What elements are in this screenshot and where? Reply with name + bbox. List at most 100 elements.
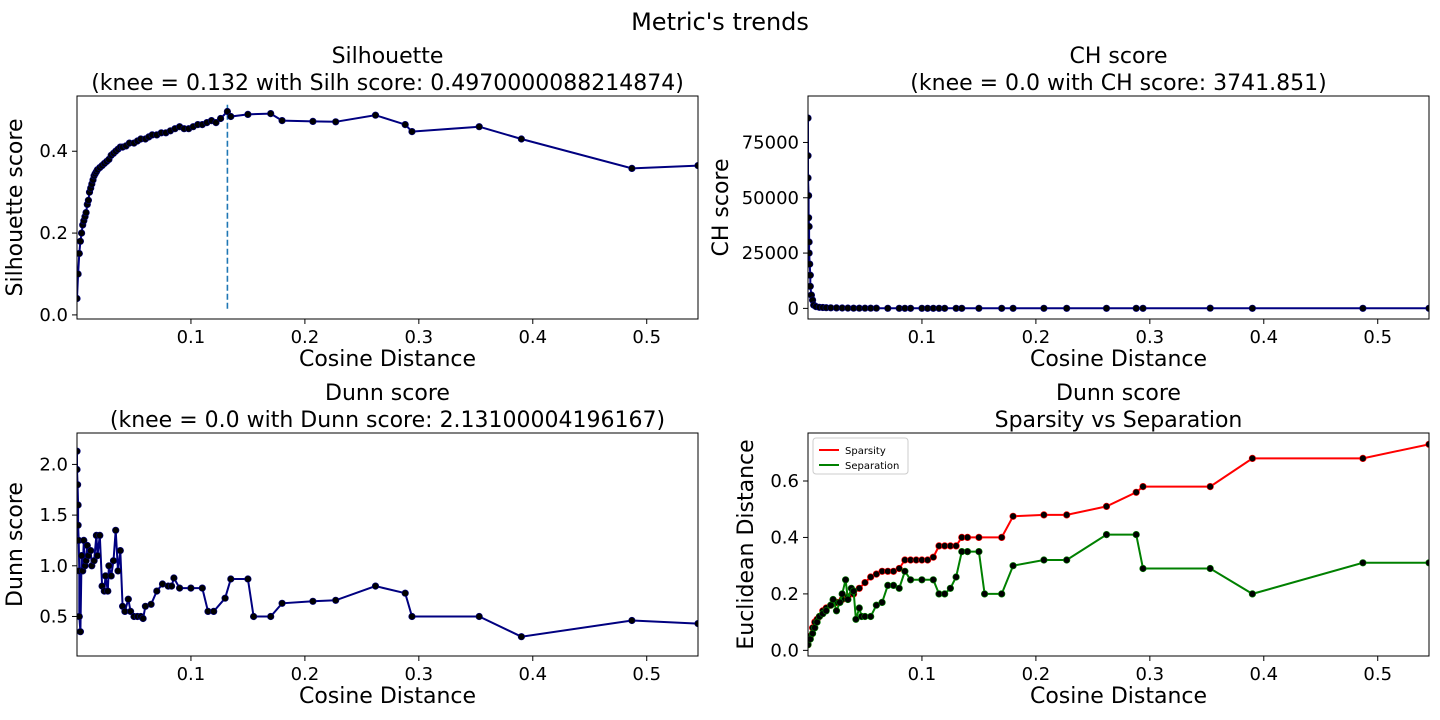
- y-tick-label: 0.5: [39, 606, 68, 627]
- data-point: [1040, 304, 1048, 312]
- data-point: [895, 584, 903, 592]
- data-point: [112, 526, 120, 534]
- data-point: [1139, 483, 1147, 491]
- data-point: [408, 128, 416, 136]
- data-point: [77, 628, 84, 636]
- x-tick-label: 0.3: [1136, 664, 1165, 685]
- data-point: [90, 557, 98, 565]
- data-point: [923, 556, 932, 564]
- x-tick-label: 0.5: [1363, 327, 1392, 348]
- data-point: [918, 576, 926, 584]
- legend: Sparsity Separation: [812, 437, 909, 475]
- x-tick-label: 0.2: [1022, 664, 1051, 685]
- data-point: [1359, 454, 1367, 463]
- x-tick-label: 0.4: [1249, 327, 1278, 348]
- axes-frame: [76, 95, 699, 320]
- data-point: [872, 601, 881, 609]
- x-tick-label: 0.1: [908, 327, 937, 348]
- subplot-title-line: Dunn score: [325, 381, 450, 406]
- subplot-ch: CH score (knee = 0.0 with CH score: 3741.…: [709, 44, 1430, 372]
- subplot-title-line: (knee = 0.132 with Silh score: 0.4970000…: [91, 71, 684, 96]
- y-axis-label: Euclidean Distance: [734, 439, 759, 649]
- y-tick-label: 2.0: [39, 454, 68, 475]
- axes-frame: [807, 95, 1430, 320]
- data-point: [852, 615, 860, 623]
- data-point: [332, 118, 340, 126]
- data-point: [371, 582, 380, 590]
- y-tick-label: 0.4: [39, 141, 68, 162]
- data-point: [244, 575, 252, 583]
- data-point: [77, 447, 81, 455]
- data-point: [401, 589, 409, 597]
- x-tick-label: 0.1: [177, 327, 206, 348]
- x-tick-label: 0.4: [1249, 664, 1278, 685]
- data-point: [872, 304, 881, 312]
- data-point: [998, 304, 1006, 312]
- y-tick-label: 0: [788, 298, 799, 319]
- x-tick-label: 0.1: [177, 664, 206, 685]
- data-point: [808, 282, 814, 290]
- data-point: [929, 553, 937, 561]
- series-line: [77, 451, 698, 638]
- data-point: [838, 590, 846, 598]
- x-tick-label: 0.2: [1022, 327, 1051, 348]
- y-tick-label: 25000: [742, 243, 799, 264]
- data-point: [109, 557, 118, 565]
- data-point: [1206, 564, 1214, 573]
- data-point: [628, 164, 636, 172]
- data-point: [77, 465, 81, 474]
- data-point: [371, 111, 380, 119]
- data-point: [250, 612, 258, 621]
- data-point: [975, 304, 983, 312]
- data-point: [1063, 304, 1071, 312]
- data-point: [1248, 590, 1256, 598]
- data-point: [1009, 562, 1017, 570]
- data-point: [408, 612, 416, 621]
- data-point: [170, 574, 178, 582]
- data-point: [517, 633, 526, 641]
- x-tick-label: 0.5: [632, 664, 661, 685]
- data-point: [267, 109, 275, 118]
- series-line: [808, 114, 1429, 312]
- data-point: [77, 294, 81, 303]
- data-point: [1102, 502, 1111, 511]
- subplot-title-line: (knee = 0.0 with CH score: 3741.851): [910, 71, 1326, 96]
- data-point: [278, 599, 286, 607]
- data-point: [861, 578, 869, 587]
- subplot-title-line: (knee = 0.0 with Dunn score: 2.131000041…: [110, 408, 665, 433]
- x-tick-label: 0.5: [1363, 664, 1392, 685]
- data-point: [694, 620, 698, 628]
- y-tick-label: 0.0: [39, 305, 68, 326]
- data-point: [105, 562, 113, 570]
- legend-label: Sparsity: [845, 446, 886, 457]
- y-axis-label: CH score: [709, 158, 734, 256]
- data-point: [808, 192, 813, 200]
- data-point: [147, 600, 155, 608]
- data-point: [980, 590, 989, 598]
- data-point: [808, 238, 813, 246]
- data-point: [872, 570, 881, 578]
- x-tick-label: 0.4: [518, 327, 547, 348]
- data-point: [998, 533, 1006, 542]
- data-point: [77, 229, 86, 237]
- data-point: [77, 501, 82, 509]
- data-point: [1359, 559, 1367, 567]
- data-point: [998, 590, 1006, 598]
- subplot-title-line: Sparsity vs Separation: [995, 408, 1243, 433]
- data-point: [867, 573, 875, 581]
- data-point: [694, 162, 698, 170]
- x-axis-label: Cosine Distance: [1030, 684, 1207, 709]
- legend-label: Separation: [845, 461, 899, 472]
- data-point: [176, 584, 184, 592]
- data-point: [952, 542, 960, 550]
- x-axis-label: Cosine Distance: [299, 347, 476, 372]
- data-point: [1206, 483, 1214, 491]
- data-point: [227, 112, 235, 121]
- x-tick-label: 0.5: [632, 327, 661, 348]
- data-point: [808, 249, 813, 257]
- data-point: [841, 576, 850, 584]
- data-point: [1040, 511, 1048, 519]
- data-point: [1248, 304, 1256, 312]
